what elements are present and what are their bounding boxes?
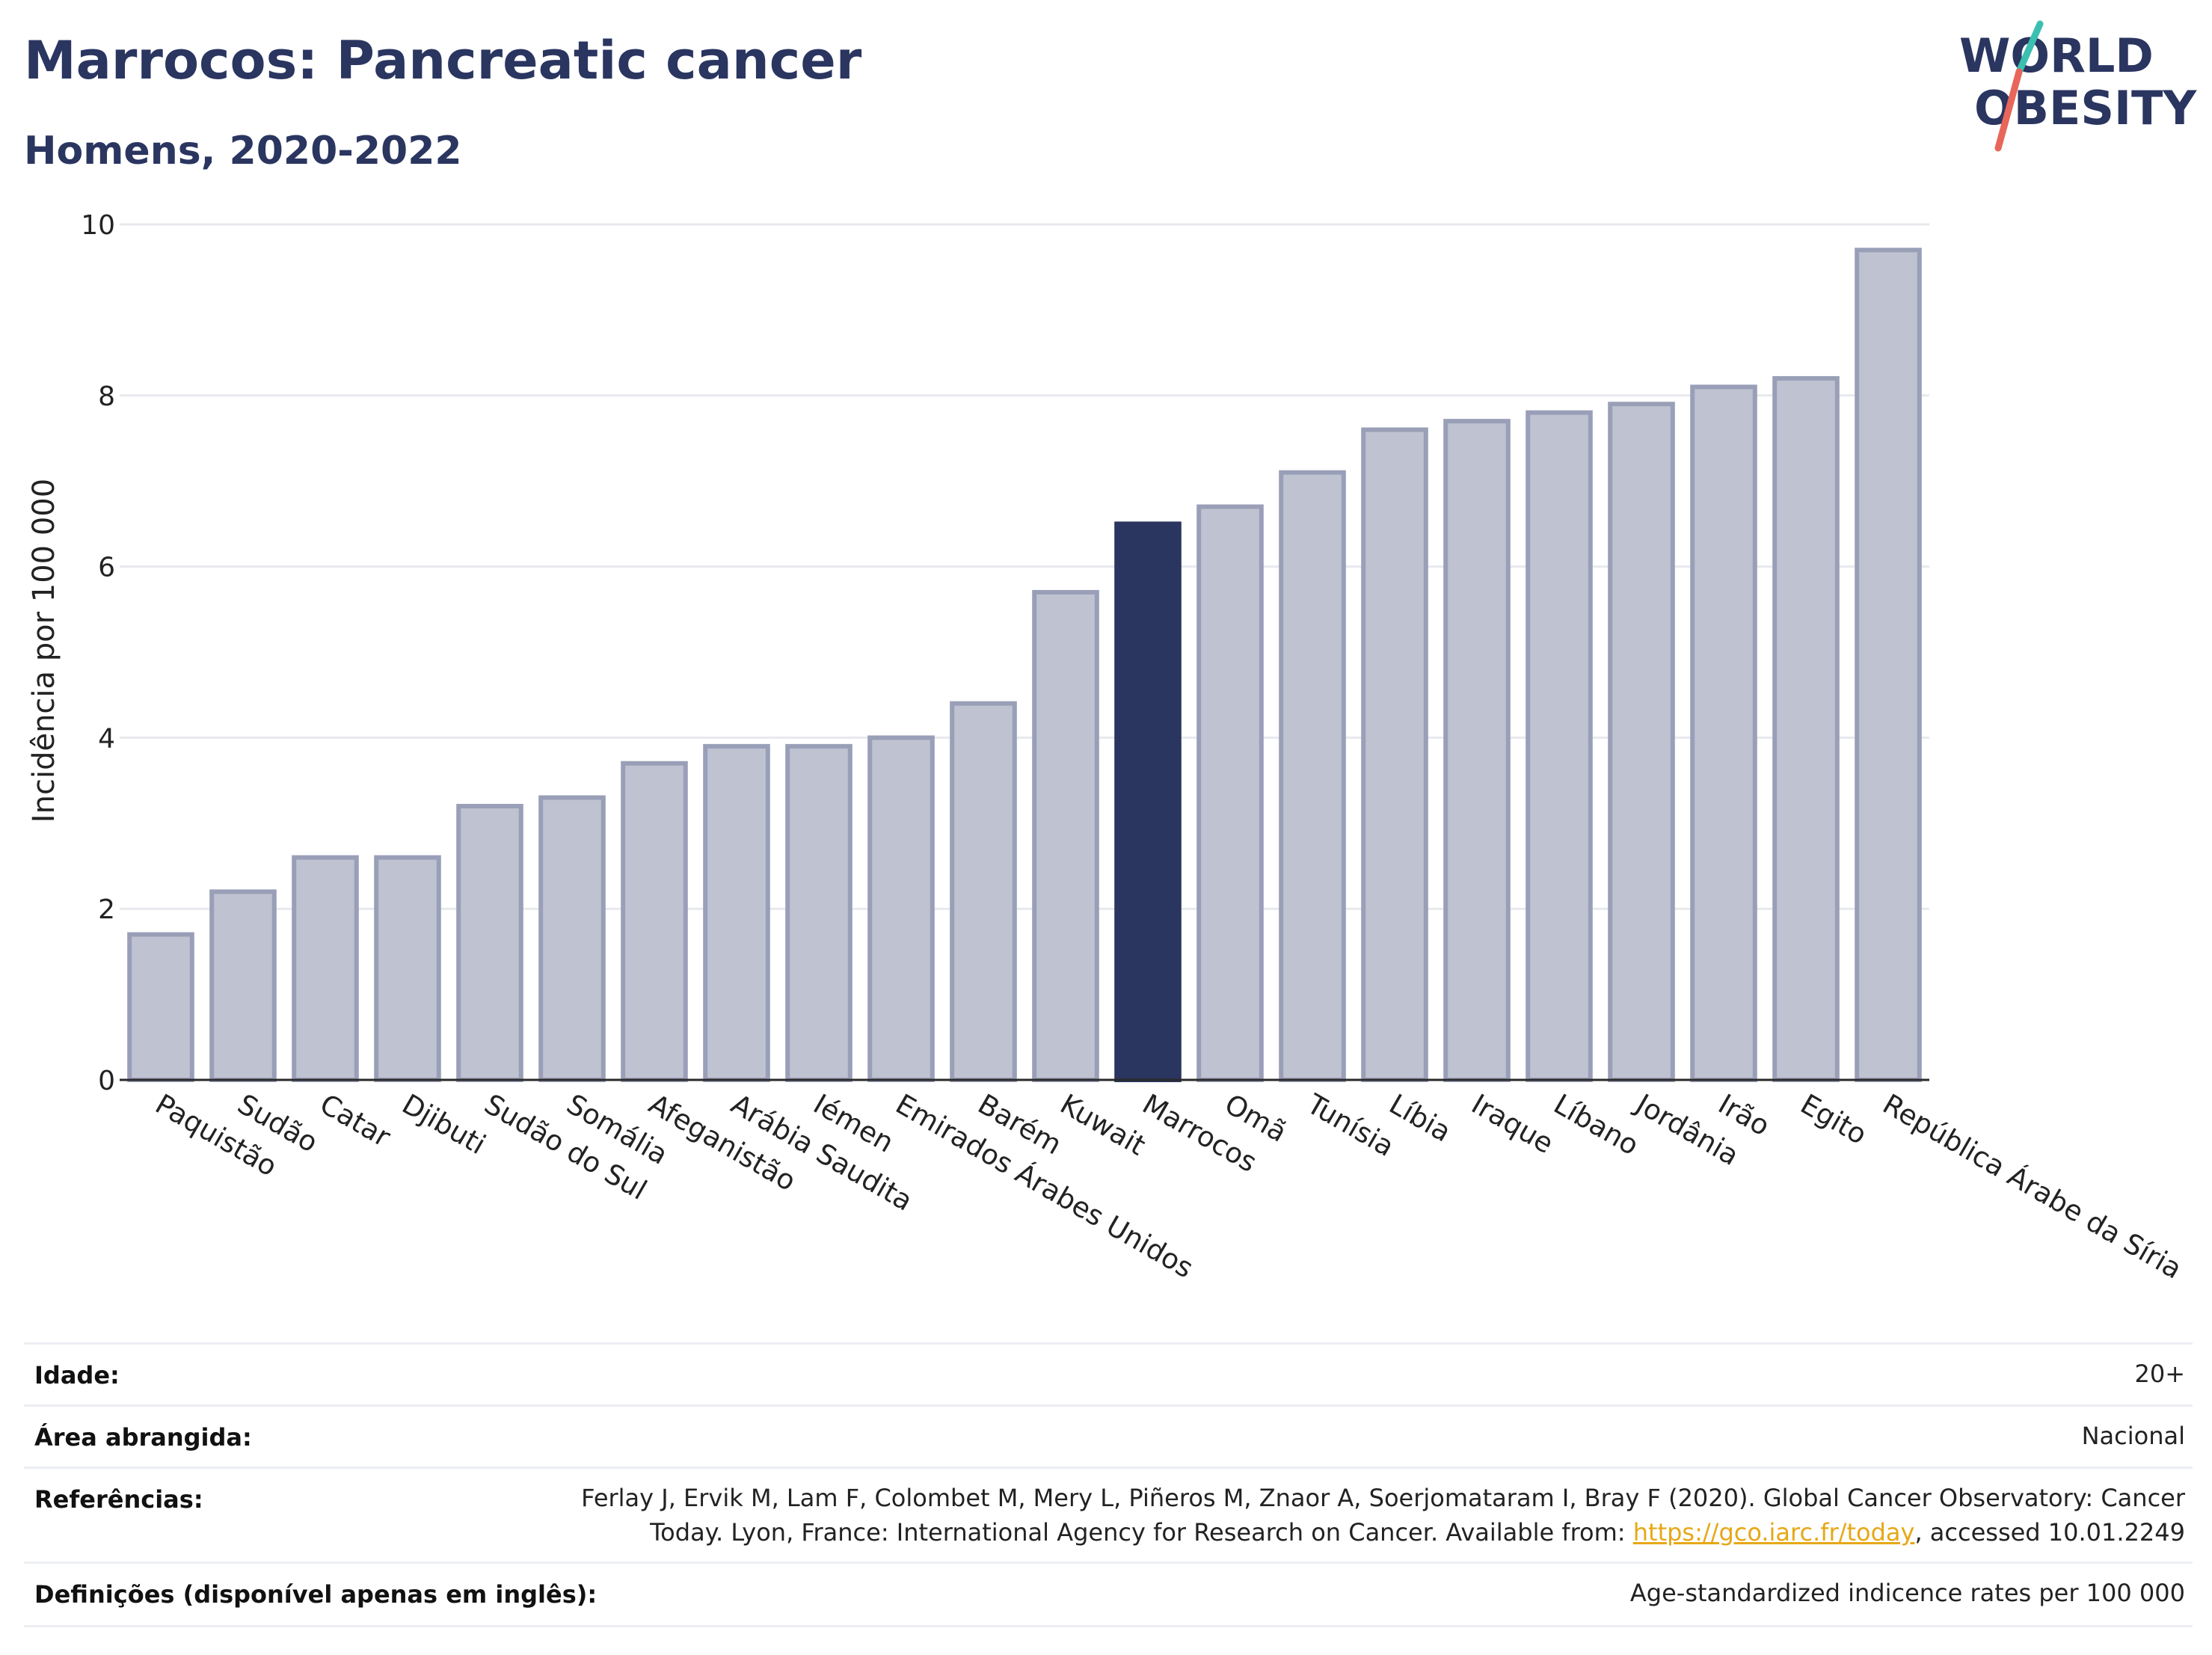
info-row-age: Idade: 20+ xyxy=(24,1342,2193,1404)
references-link[interactable]: https://gco.iarc.fr/today xyxy=(1632,1518,1915,1547)
chart-subtitle: Homens, 2020-2022 xyxy=(24,129,462,174)
x-tick-label: República Árabe da Síria xyxy=(1878,1087,2188,1286)
bar xyxy=(456,803,523,1083)
area-label: Área abrangida: xyxy=(34,1423,252,1452)
y-axis-label: Incidência por 100 000 xyxy=(27,479,61,823)
references-line-2-pre: Today. Lyon, France: International Agenc… xyxy=(650,1518,1633,1547)
bar xyxy=(538,795,606,1082)
chart-title: Marrocos: Pancreatic cancer xyxy=(24,30,862,91)
info-row-area: Área abrangida: Nacional xyxy=(24,1404,2193,1467)
logo-line-1: WORLD xyxy=(1959,28,2154,83)
x-tick-label: Tunísia xyxy=(1301,1087,1400,1163)
bar xyxy=(209,889,277,1082)
bar xyxy=(867,735,935,1083)
x-tick-label: Líbano xyxy=(1549,1088,1644,1162)
bar xyxy=(1690,384,1757,1082)
references-line-2-post: , accessed 10.01.2249 xyxy=(1914,1518,2185,1547)
x-tick-label: Kuwait xyxy=(1055,1088,1152,1162)
references-line-2: Today. Lyon, France: International Agenc… xyxy=(581,1515,2185,1550)
age-label: Idade: xyxy=(34,1361,120,1390)
bar xyxy=(703,743,770,1083)
bars xyxy=(127,248,1922,1083)
bar xyxy=(1855,248,1922,1083)
y-tick-label: 8 xyxy=(98,381,115,412)
bar-highlighted xyxy=(1114,521,1182,1082)
x-tick-label: Catar xyxy=(315,1088,397,1154)
references-label: Referências: xyxy=(34,1485,203,1514)
bar xyxy=(950,701,1017,1082)
bar xyxy=(1772,375,1840,1083)
y-tick-label: 0 xyxy=(98,1066,115,1096)
definitions-label: Definições (disponível apenas em inglês)… xyxy=(34,1580,597,1609)
x-tick-label: Iraque xyxy=(1466,1088,1559,1160)
bar xyxy=(127,932,194,1083)
y-tick-label: 10 xyxy=(81,210,115,241)
info-row-definitions: Definições (disponível apenas em inglês)… xyxy=(24,1562,2193,1627)
bar xyxy=(292,855,359,1083)
logo-slash-teal xyxy=(2015,20,2044,76)
bar xyxy=(1443,419,1511,1082)
bar xyxy=(1608,402,1675,1082)
y-tick-label: 6 xyxy=(98,553,115,583)
bar xyxy=(1196,504,1264,1082)
bar xyxy=(1032,589,1099,1082)
bar xyxy=(1361,427,1428,1082)
y-tick-labels: 0 2 4 6 8 10 xyxy=(81,210,115,1096)
bar xyxy=(785,743,852,1083)
info-row-references: Referências: Ferlay J, Ervik M, Lam F, C… xyxy=(24,1467,2193,1562)
references-line-1: Ferlay J, Ervik M, Lam F, Colombet M, Me… xyxy=(581,1484,2185,1512)
bar xyxy=(1526,410,1593,1082)
x-tick-label: Djibuti xyxy=(397,1088,491,1161)
y-tick-label: 2 xyxy=(98,894,115,925)
bar xyxy=(1279,470,1346,1082)
y-tick-label: 4 xyxy=(98,723,115,754)
bar xyxy=(374,855,441,1083)
age-value: 20+ xyxy=(2134,1360,2185,1388)
definitions-value: Age-standardized indicence rates per 100… xyxy=(1629,1579,2185,1607)
logo-slash-coral xyxy=(1994,68,2023,152)
world-obesity-logo: WORLD OBESITY xyxy=(1959,20,2197,152)
x-tick-label: Egito xyxy=(1795,1088,1872,1151)
bar xyxy=(621,761,688,1082)
references-value: Ferlay J, Ervik M, Lam F, Colombet M, Me… xyxy=(581,1481,2185,1550)
area-value: Nacional xyxy=(2081,1422,2185,1450)
